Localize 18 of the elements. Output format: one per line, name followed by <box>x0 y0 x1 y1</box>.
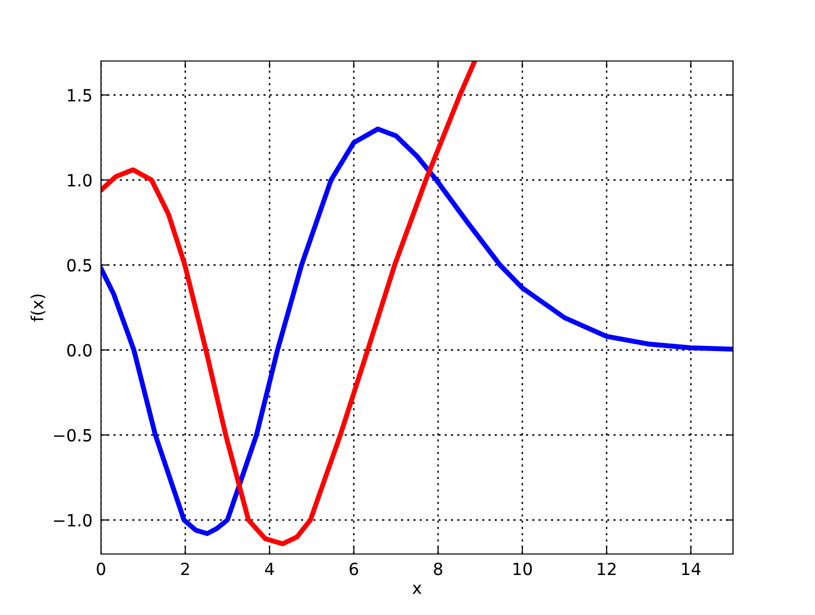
y-tick-label: 1.5 <box>68 89 92 102</box>
x-tick-label: 12 <box>598 562 616 575</box>
x-tick-label: 0 <box>96 562 106 576</box>
x-tick-label: 4 <box>265 562 274 575</box>
x-tick-label: 2 <box>181 562 189 575</box>
y-tick-label: 1.0 <box>68 174 92 187</box>
y-tick-label: −0.5 <box>54 428 92 442</box>
x-tick-label: 10 <box>514 562 532 576</box>
line-series <box>101 126 733 536</box>
y-tick-label: −1.0 <box>54 514 92 527</box>
x-tick-label: 6 <box>350 562 358 576</box>
y-tick-label: 0.0 <box>67 344 92 357</box>
y-tick-label: 0.5 <box>67 258 92 272</box>
x-tick-label: 14 <box>682 562 701 575</box>
line-series <box>101 61 478 546</box>
x-axis-title: x <box>412 584 422 594</box>
x-tick-label: 8 <box>434 562 442 576</box>
y-axis-title: f(x) <box>30 294 46 322</box>
